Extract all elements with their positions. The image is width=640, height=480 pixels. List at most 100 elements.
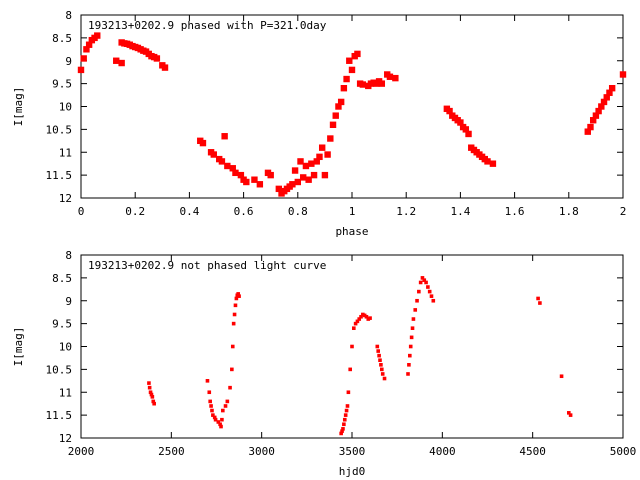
data-point-phased: [251, 176, 258, 183]
data-point-phased: [85, 41, 93, 48]
data-point-unphased: [216, 420, 221, 424]
x-tick-label-phased: 1.2: [396, 205, 416, 218]
axis-ticks-phased: 0 0.2 0.4 0.6 0.8 1 1.2 1.4 1.6 1.8 2 8 8.5 9 9.5 10 10.…: [46, 9, 627, 218]
data-point-phased: [329, 121, 337, 128]
data-point-phased: [243, 178, 250, 186]
data-point-unphased: [234, 296, 239, 301]
data-point-unphased: [211, 413, 215, 417]
data-point-phased: [297, 158, 304, 165]
y-tick-label-phased: 9.5: [52, 78, 72, 91]
data-point-unphased: [407, 363, 411, 367]
data-point-unphased: [148, 390, 153, 395]
data-point-unphased: [147, 385, 152, 390]
x-tick-label-unphased: 3000: [248, 445, 275, 458]
data-point-phased: [218, 158, 226, 165]
x-tick-label-phased: 1.6: [505, 205, 525, 218]
data-point-phased: [316, 153, 323, 161]
data-point-phased: [592, 112, 600, 119]
data-point-unphased: [218, 422, 222, 427]
x-tick-label-phased: 2: [620, 205, 627, 218]
unphased-light-curve-panel: 193213+0202.9 not phased light curve hjd…: [12, 249, 636, 478]
data-point-unphased: [359, 314, 363, 319]
data-point-unphased: [417, 289, 421, 294]
data-point-unphased: [379, 363, 383, 367]
data-point-unphased: [368, 316, 372, 320]
data-point-phased: [587, 123, 594, 131]
data-point-unphased: [567, 411, 571, 415]
data-point-phased: [199, 139, 207, 147]
data-point-unphased: [208, 399, 212, 404]
data-point-phased: [457, 119, 464, 126]
data-point-phased: [161, 64, 169, 71]
y-tick-label-unphased: 8: [65, 249, 72, 262]
data-point-phased: [80, 55, 87, 62]
data-point-phased: [113, 57, 120, 64]
data-point-phased: [446, 107, 453, 115]
data-point-phased: [335, 103, 342, 110]
y-tick-label-unphased: 10.5: [46, 363, 73, 376]
x-tick-label-unphased: 3500: [339, 445, 366, 458]
data-point-unphased: [409, 335, 414, 340]
data-point-unphased: [424, 280, 428, 285]
data-point-phased: [321, 171, 329, 179]
data-point-unphased: [376, 349, 380, 353]
data-point-unphased: [410, 326, 415, 330]
data-point-unphased: [538, 301, 542, 305]
y-tick-label-phased: 8: [65, 9, 72, 22]
data-point-unphased: [230, 367, 234, 372]
chart-title-phased: 193213+0202.9 phased with P=321.0day: [88, 19, 327, 32]
data-point-unphased: [340, 429, 344, 433]
data-point-unphased: [408, 344, 413, 349]
data-point-unphased: [352, 326, 356, 330]
data-point-unphased: [568, 413, 573, 417]
y-tick-label-unphased: 10: [59, 341, 72, 354]
x-axis-label-unphased: hjd0: [339, 465, 366, 478]
data-point-phased: [210, 151, 217, 158]
data-point-unphased: [411, 317, 416, 321]
data-point-unphased: [343, 413, 348, 417]
data-point-unphased: [406, 372, 410, 376]
data-point-unphased: [339, 431, 343, 436]
data-point-unphased: [364, 314, 369, 319]
data-point-unphased: [429, 294, 434, 298]
data-point-phased: [318, 144, 326, 151]
data-point-unphased: [345, 404, 350, 408]
data-point-phased: [291, 167, 299, 174]
data-point-phased: [118, 59, 125, 67]
data-point-unphased: [422, 278, 427, 282]
plot-frame-phased: [80, 14, 624, 199]
data-point-phased: [237, 171, 245, 179]
data-point-phased: [354, 50, 361, 58]
data-point-phased: [348, 66, 356, 74]
data-point-phased: [310, 171, 318, 179]
data-point-unphased: [237, 294, 241, 298]
data-point-phased: [289, 181, 296, 188]
data-point-unphased: [209, 404, 213, 408]
x-tick-label-phased: 0.4: [179, 205, 199, 218]
data-point-unphased: [225, 399, 230, 404]
data-point-phased: [324, 151, 331, 158]
y-tick-label-unphased: 12: [59, 432, 72, 445]
x-tick-label-unphased: 5000: [610, 445, 637, 458]
y-tick-label-phased: 9: [65, 55, 72, 68]
y-axis-label-phased: I[mag]: [12, 87, 25, 127]
data-point-unphased: [219, 424, 223, 429]
data-point-phased: [232, 169, 239, 177]
data-point-unphased: [431, 298, 436, 303]
data-point-phased: [606, 89, 613, 96]
data-point-unphased: [380, 372, 385, 376]
x-tick-label-unphased: 4000: [429, 445, 456, 458]
x-tick-label-phased: 0.6: [234, 205, 254, 218]
y-tick-label-unphased: 9.5: [52, 318, 72, 331]
x-tick-label-unphased: 2500: [158, 445, 185, 458]
data-point-phased: [343, 75, 350, 83]
data-point-phased: [489, 160, 497, 167]
data-point-unphased: [152, 401, 156, 406]
data-point-phased: [229, 165, 236, 172]
data-point-unphased: [231, 321, 236, 326]
data-point-unphased: [212, 415, 217, 420]
chart-title-unphased: 193213+0202.9 not phased light curve: [88, 259, 326, 272]
data-point-phased: [308, 160, 315, 167]
data-point-phased: [221, 133, 228, 140]
